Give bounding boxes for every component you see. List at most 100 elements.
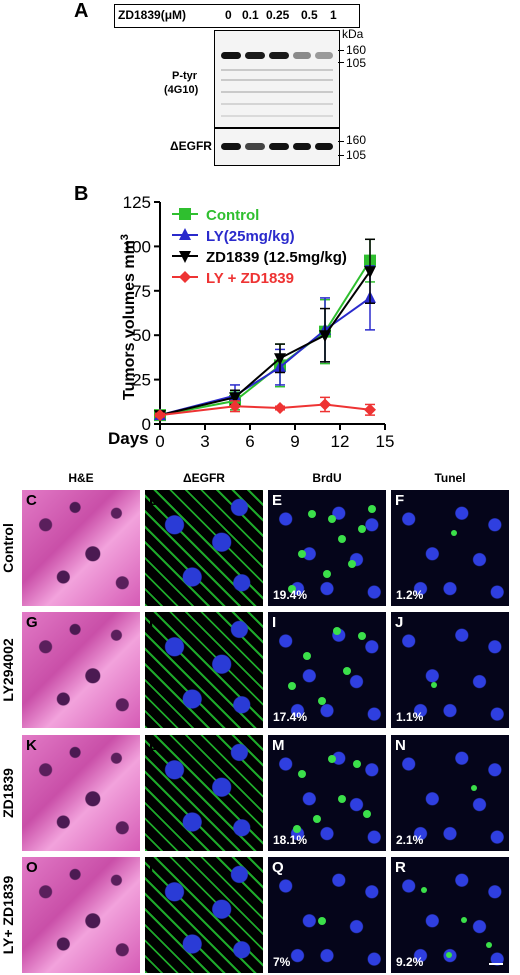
egfr-marker-105: 105 bbox=[346, 148, 367, 162]
tunel-percentage: 1.2% bbox=[396, 588, 424, 602]
column-header-2: BrdU bbox=[312, 471, 342, 485]
row-label-1: LY294002 bbox=[0, 638, 16, 702]
legend-label: LY(25mg/kg) bbox=[206, 228, 295, 245]
micrograph-2-2: M 18.1% bbox=[268, 735, 386, 851]
micrograph-3-0: O bbox=[22, 857, 140, 973]
brdu-positive-nucleus bbox=[288, 682, 296, 690]
brdu-percentage: 7% bbox=[273, 955, 291, 969]
brdu-positive-nucleus bbox=[328, 755, 336, 763]
legend-marker bbox=[179, 228, 191, 240]
data-point bbox=[229, 392, 241, 405]
tumor-volume-chart: 0 25 50 75 100 125 0 3 6 9 12 15 Control LY(25mg/kg)… bbox=[108, 193, 395, 451]
kda-label: kDa bbox=[342, 27, 364, 41]
tunel-percentage: 2.1% bbox=[396, 833, 424, 847]
brdu-percentage: 19.4% bbox=[273, 588, 308, 602]
panel-letter-2-1: L bbox=[149, 737, 159, 754]
brdu-positive-nucleus bbox=[288, 585, 296, 593]
x-tick-label: 15 bbox=[376, 432, 395, 451]
panel-a-letter: A bbox=[74, 0, 89, 22]
row-label-3: LY+ ZD1839 bbox=[0, 875, 16, 955]
micrograph-0-0: C bbox=[22, 490, 140, 606]
panel-letter-1-2: I bbox=[272, 614, 277, 631]
ptyr-band-lane-3 bbox=[269, 52, 289, 59]
column-header-3: Tunel bbox=[434, 471, 466, 485]
tunel-percentage: 1.1% bbox=[396, 710, 424, 724]
x-tick-label: 0 bbox=[155, 432, 164, 451]
panel-letter-3-3: R bbox=[395, 859, 406, 876]
egfr-band-lane-4 bbox=[293, 143, 311, 150]
tunel-positive-nucleus bbox=[471, 785, 477, 791]
concentration-4: 1 bbox=[330, 8, 337, 22]
row-label-2: ZD1839 bbox=[0, 768, 16, 818]
egfr-marker-160: 160 bbox=[346, 133, 367, 147]
brdu-positive-nucleus bbox=[318, 697, 326, 705]
micrograph-0-2: E 19.4% bbox=[268, 490, 386, 606]
micrograph-1-1: H bbox=[145, 612, 263, 728]
brdu-percentage: 18.1% bbox=[273, 833, 308, 847]
brdu-positive-nucleus bbox=[308, 510, 316, 518]
egfr-band-lane-1 bbox=[221, 143, 241, 150]
brdu-positive-nucleus bbox=[298, 550, 306, 558]
concentration-2: 0.25 bbox=[266, 8, 290, 22]
x-tick-label: 12 bbox=[331, 432, 350, 451]
tunel-positive-nucleus bbox=[431, 682, 437, 688]
y-tick-label: 50 bbox=[132, 326, 151, 345]
data-point bbox=[154, 409, 166, 422]
micrograph-1-3: J 1.1% bbox=[391, 612, 509, 728]
brdu-positive-nucleus bbox=[368, 505, 376, 513]
panel-letter-1-3: J bbox=[395, 614, 404, 631]
data-point bbox=[364, 403, 376, 416]
brdu-positive-nucleus bbox=[348, 560, 356, 568]
panel-letter-3-2: Q bbox=[272, 859, 284, 876]
tunel-positive-nucleus bbox=[446, 952, 452, 958]
concentration-0: 0 bbox=[225, 8, 232, 22]
brdu-positive-nucleus bbox=[353, 760, 361, 768]
series-3 bbox=[154, 396, 376, 422]
series-1 bbox=[154, 265, 376, 421]
ptyr-marker-160: 160 bbox=[346, 43, 367, 57]
column-header-1: ΔEGFR bbox=[183, 471, 225, 485]
egfr-blot bbox=[214, 128, 340, 166]
blot-label-egfr: ΔEGFR bbox=[170, 139, 212, 153]
micrograph-3-2: Q 7% bbox=[268, 857, 386, 973]
chart-xlabel: Days bbox=[108, 429, 149, 448]
series-2 bbox=[154, 238, 376, 423]
brdu-positive-nucleus bbox=[328, 515, 336, 523]
scale-bar bbox=[489, 963, 503, 965]
brdu-positive-nucleus bbox=[313, 815, 321, 823]
x-tick-label: 9 bbox=[290, 432, 299, 451]
panel-letter-2-0: K bbox=[26, 737, 37, 754]
brdu-positive-nucleus bbox=[343, 667, 351, 675]
series-0 bbox=[154, 238, 376, 422]
ptyr-band-lane-5 bbox=[315, 52, 333, 59]
legend-label: ZD1839 (12.5mg/kg) bbox=[206, 249, 347, 266]
panel-letter-0-0: C bbox=[26, 492, 37, 509]
y-tick-label: 25 bbox=[132, 371, 151, 390]
ptyr-band-lane-4 bbox=[293, 52, 311, 59]
blot-label-ptyr-line1: P-tyr bbox=[172, 70, 198, 82]
data-point bbox=[319, 330, 331, 343]
legend-marker bbox=[179, 271, 191, 283]
concentration-3: 0.5 bbox=[301, 8, 318, 22]
panel-letter-1-1: H bbox=[149, 614, 160, 631]
column-header-0: H&E bbox=[68, 471, 94, 485]
row-label-0: Control bbox=[0, 523, 16, 573]
egfr-band-lane-2 bbox=[245, 143, 265, 150]
brdu-positive-nucleus bbox=[323, 570, 331, 578]
brdu-positive-nucleus bbox=[358, 525, 366, 533]
panel-letter-0-1: D bbox=[149, 492, 160, 509]
y-tick-label: 75 bbox=[132, 282, 151, 301]
legend-marker bbox=[179, 251, 191, 263]
brdu-positive-nucleus bbox=[338, 535, 346, 543]
data-point bbox=[364, 266, 376, 279]
brdu-positive-nucleus bbox=[358, 632, 366, 640]
micrograph-3-3: R 9.2% bbox=[391, 857, 509, 973]
x-tick-label: 3 bbox=[200, 432, 209, 451]
y-tick-label: 0 bbox=[142, 415, 151, 434]
legend-label: LY + ZD1839 bbox=[206, 270, 294, 287]
micrograph-0-1: D bbox=[145, 490, 263, 606]
brdu-percentage: 17.4% bbox=[273, 710, 308, 724]
y-tick-label: 125 bbox=[123, 193, 151, 212]
ptyr-band-lane-1 bbox=[221, 52, 241, 59]
brdu-positive-nucleus bbox=[298, 770, 306, 778]
